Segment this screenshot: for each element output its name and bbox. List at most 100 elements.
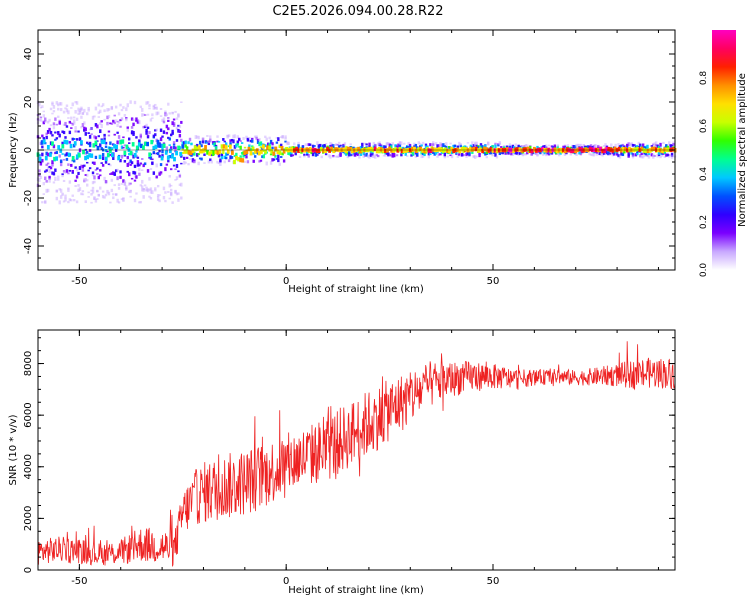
- spectrogram-cell: [460, 152, 464, 156]
- spectrogram-cell: [41, 152, 44, 157]
- spectrogram-cell: [653, 155, 656, 157]
- spectrogram-cell: [90, 133, 93, 136]
- spectrogram-cell: [472, 155, 475, 158]
- spectrogram-cell: [497, 144, 500, 147]
- spectrogram-cell: [197, 135, 200, 140]
- spectrogram-cell: [156, 143, 160, 148]
- spectrogram-cell: [573, 145, 577, 149]
- spectrogram-cell: [103, 137, 106, 141]
- spectrogram-peak: [555, 148, 559, 153]
- spectrogram-cell: [663, 151, 667, 155]
- spectrogram-cell: [563, 145, 567, 149]
- spectrogram-cell: [141, 185, 144, 188]
- spectrogram-cell: [161, 118, 164, 122]
- spectrogram-cell: [114, 105, 118, 109]
- spectrogram-peak: [613, 146, 617, 152]
- spectrogram-cell: [491, 154, 494, 157]
- spectrogram-cell: [385, 143, 389, 146]
- spectrogram-cell: [74, 126, 77, 130]
- spectrogram-cell: [615, 153, 619, 156]
- spectrogram-cell: [120, 198, 124, 201]
- spectrogram-peak: [402, 148, 406, 154]
- spectrogram-cell: [52, 110, 56, 113]
- spectrogram-cell: [280, 136, 283, 138]
- spectrogram-cell: [265, 137, 268, 142]
- spectrogram-cell: [636, 145, 639, 149]
- spectrogram-cell: [207, 140, 211, 144]
- spectrogram-y-axis-label: Frequency (Hz): [8, 112, 19, 188]
- spectrogram-cell: [434, 142, 438, 145]
- spectrogram-cell: [196, 135, 199, 139]
- spectrogram-cell: [259, 141, 263, 146]
- spectrogram-cell: [517, 144, 520, 149]
- spectrogram-cell: [113, 184, 116, 187]
- colorbar-tick-label: 0.6: [699, 119, 709, 134]
- spectrogram-cell: [62, 200, 66, 203]
- spectrogram-peak: [104, 156, 108, 162]
- spectrogram-cell: [293, 142, 296, 146]
- spectrogram-peak: [671, 147, 675, 152]
- spectrogram-cell: [455, 153, 458, 155]
- spectrogram-cell: [116, 120, 119, 123]
- spectrogram-cell: [117, 120, 121, 124]
- spectrogram-cell: [407, 146, 410, 150]
- spectrogram-cell: [474, 155, 477, 159]
- spectrogram-peak: [49, 152, 52, 157]
- spectrogram-cell: [51, 160, 54, 165]
- spectrogram-cell: [100, 162, 103, 164]
- spectrogram-cell: [507, 152, 510, 155]
- spectrogram-cell: [49, 107, 53, 111]
- spectrogram-cell: [143, 114, 147, 116]
- spectrogram-cell: [217, 162, 221, 165]
- spectrogram-peak: [413, 146, 416, 152]
- spectrogram-cell: [164, 110, 167, 114]
- spectrogram-cell: [64, 171, 67, 174]
- spectrogram-peak: [514, 147, 518, 152]
- spectrogram-cell: [67, 188, 70, 192]
- spectrogram-cell: [361, 142, 364, 147]
- spectrogram-peak: [98, 154, 102, 160]
- spectrogram-cell: [39, 118, 43, 122]
- spectrogram-cell: [159, 128, 163, 132]
- spectrogram-cell: [67, 172, 70, 175]
- spectrogram-cell: [216, 160, 219, 164]
- spectrogram-cell: [84, 132, 87, 136]
- spectrogram-cell: [556, 144, 559, 148]
- spectrogram-peak: [175, 150, 178, 156]
- spectrogram-panel: -50 0 50 -40 -20 0 20 40 Height of straight li…: [8, 29, 677, 295]
- spectrogram-cell: [110, 106, 114, 110]
- spectrogram-cell: [165, 113, 169, 117]
- spectrogram-peak: [228, 144, 232, 149]
- spectrogram-cell: [523, 153, 526, 156]
- spectrogram-cell: [154, 187, 157, 190]
- spectrogram-cell: [46, 129, 50, 133]
- spectrogram-cell: [255, 136, 258, 140]
- spectrogram-cell: [141, 113, 144, 117]
- spectrogram-cell: [445, 142, 448, 146]
- spectrogram-cell: [623, 150, 626, 154]
- spectrogram-cell: [646, 147, 649, 150]
- spectrogram-cell: [136, 121, 140, 124]
- spectrogram-cell: [342, 151, 345, 154]
- spectrogram-cell: [183, 156, 186, 160]
- spectrogram-cell: [392, 152, 396, 157]
- spectrogram-cell: [641, 143, 645, 148]
- spectrogram-cell: [117, 186, 121, 190]
- spectrogram-cell: [607, 150, 610, 153]
- spectrogram-peak: [570, 148, 573, 154]
- spectrogram-cell: [119, 170, 122, 174]
- spectrogram-cell: [575, 143, 578, 148]
- spectrogram-cell: [88, 167, 92, 170]
- spectrogram-cell: [48, 118, 51, 122]
- spectrogram-cell: [284, 140, 287, 143]
- snr-y-tick-label: 2000: [23, 506, 34, 531]
- spectrogram-cell: [219, 162, 222, 166]
- spectrogram-cell: [80, 106, 83, 111]
- spectrogram-cell: [155, 152, 158, 155]
- spectrogram-cell: [505, 145, 509, 148]
- spectrogram-cell: [239, 145, 242, 150]
- spectrogram-cell: [592, 144, 596, 149]
- spectrogram-cell: [158, 199, 161, 203]
- spectrogram-cell: [126, 170, 129, 173]
